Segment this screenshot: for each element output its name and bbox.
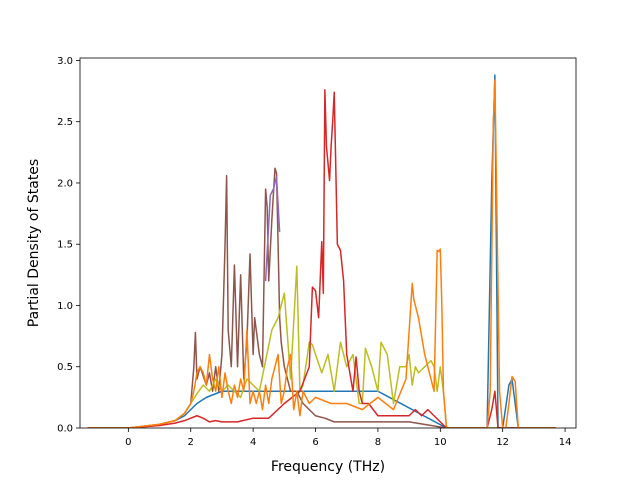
plot-frame (79, 57, 577, 429)
series-line-3 (264, 176, 281, 282)
x-tick-label: 2 (188, 437, 194, 448)
y-tick-label: 2.5 (57, 117, 73, 128)
x-axis-ticks: 0 2 4 6 8 10 12 14 (125, 428, 571, 448)
y-tick-label: 2.0 (57, 178, 73, 189)
series-line-2 (87, 167, 556, 428)
x-tick-label: 6 (312, 437, 318, 448)
x-axis-label: Frequency (THz) (271, 459, 385, 475)
series-layer (87, 74, 556, 428)
y-tick-label: 3.0 (57, 56, 73, 67)
y-axis-ticks: 0.0 0.5 1.0 1.5 2.0 2.5 3.0 (57, 56, 80, 435)
y-tick-label: 1.5 (57, 240, 73, 251)
x-tick-label: 10 (434, 437, 447, 448)
x-tick-label: 14 (559, 437, 572, 448)
series-line-6 (87, 79, 556, 428)
x-tick-label: 8 (375, 437, 381, 448)
y-axis-label: Partial Density of States (26, 159, 42, 327)
x-tick-label: 0 (125, 437, 131, 448)
series-line-1 (87, 74, 556, 428)
series-line-5 (87, 89, 556, 428)
y-tick-label: 0.5 (57, 362, 73, 373)
y-tick-label: 1.0 (57, 301, 73, 312)
y-tick-label: 0.0 (57, 424, 73, 435)
x-tick-label: 12 (496, 437, 509, 448)
x-tick-label: 4 (250, 437, 256, 448)
